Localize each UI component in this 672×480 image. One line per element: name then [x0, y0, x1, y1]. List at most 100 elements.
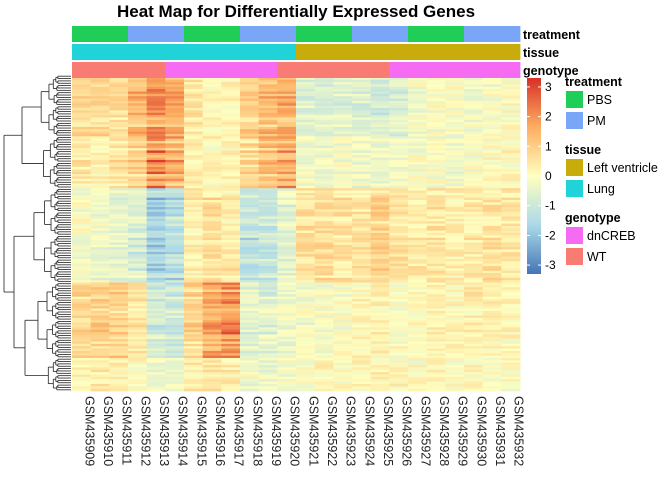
- heatmap-cell: [352, 299, 372, 302]
- heatmap-cell: [408, 334, 428, 338]
- heatmap-cell: [370, 157, 390, 161]
- heatmap-cell: [128, 313, 148, 316]
- heatmap-cell: [240, 129, 260, 132]
- heatmap-cell: [128, 115, 148, 118]
- heatmap-cell: [352, 93, 372, 97]
- heatmap-cell: [370, 230, 390, 234]
- heatmap-cell: [258, 183, 278, 187]
- heatmap-cell: [72, 185, 92, 189]
- heatmap-cell: [501, 164, 521, 168]
- heatmap-cell: [128, 209, 148, 213]
- heatmap-cell: [258, 159, 278, 163]
- heatmap-cell: [370, 284, 390, 288]
- heatmap-cell: [482, 360, 502, 364]
- heatmap-cell: [501, 86, 521, 90]
- heatmap-cell: [202, 216, 222, 220]
- heatmap-cell: [445, 261, 465, 265]
- heatmap-cell: [258, 287, 278, 290]
- heatmap-cell: [482, 322, 502, 326]
- heatmap-cell: [258, 237, 278, 241]
- heatmap-cell: [221, 360, 241, 364]
- heatmap-cell: [258, 143, 278, 147]
- heatmap-cell: [165, 237, 185, 241]
- heatmap-cell: [482, 166, 502, 170]
- heatmap-cell: [277, 188, 297, 191]
- heatmap-cell: [258, 211, 278, 215]
- heatmap-cell: [370, 141, 390, 144]
- heatmap-cell: [202, 251, 222, 255]
- heatmap-cell: [482, 126, 502, 130]
- heatmap-cell: [202, 256, 222, 260]
- heatmap-cell: [314, 334, 334, 338]
- heatmap-cell: [221, 284, 241, 288]
- heatmap-cell: [464, 228, 484, 232]
- heatmap-cell: [240, 169, 260, 173]
- heatmap-cell: [426, 131, 446, 135]
- heatmap-cell: [128, 105, 148, 109]
- heatmap-cell: [240, 270, 260, 274]
- heatmap-cell: [202, 79, 222, 83]
- heatmap-cell: [90, 273, 110, 276]
- heatmap-cell: [240, 317, 260, 321]
- heatmap-cell: [128, 327, 148, 331]
- heatmap-cell: [128, 237, 148, 241]
- heatmap-cell: [184, 190, 204, 194]
- heatmap-cell: [333, 313, 353, 316]
- heatmap-cell: [370, 296, 390, 300]
- heatmap-cell: [333, 214, 353, 217]
- heatmap-cell: [240, 289, 260, 293]
- heatmap-cell: [240, 195, 260, 199]
- heatmap-cell: [389, 341, 409, 345]
- heatmap-cell: [165, 376, 185, 380]
- color-scale-tick-label: -3: [545, 258, 556, 272]
- heatmap-cell: [426, 148, 446, 151]
- heatmap-cell: [370, 386, 390, 390]
- heatmap-cell: [109, 207, 129, 210]
- heatmap-cell: [370, 350, 390, 354]
- heatmap-cell: [464, 174, 484, 177]
- heatmap-cell: [221, 261, 241, 265]
- heatmap-cell: [408, 108, 428, 111]
- annotation-cell-genotype: [221, 62, 241, 78]
- heatmap-cell: [221, 129, 241, 132]
- heatmap-cell: [128, 150, 148, 154]
- heatmap-cell: [482, 164, 502, 168]
- heatmap-cell: [389, 365, 409, 368]
- heatmap-cell: [501, 353, 521, 357]
- heatmap-cell: [221, 82, 241, 85]
- heatmap-cell: [426, 277, 446, 281]
- legend-title-tissue: tissue: [565, 143, 601, 157]
- heatmap-cell: [90, 129, 110, 132]
- heatmap-cell: [240, 275, 260, 279]
- heatmap-cell: [501, 291, 521, 295]
- heatmap-cell: [277, 192, 297, 196]
- heatmap-cell: [501, 174, 521, 177]
- heatmap-cell: [370, 148, 390, 151]
- heatmap-cell: [389, 317, 409, 321]
- heatmap-cell: [277, 374, 297, 378]
- heatmap-cell: [464, 138, 484, 142]
- heatmap-cell: [258, 124, 278, 128]
- heatmap-cell: [240, 388, 260, 392]
- heatmap-cell: [464, 268, 484, 272]
- heatmap-cell: [184, 176, 204, 180]
- heatmap-cell: [426, 282, 446, 286]
- heatmap-cell: [314, 108, 334, 111]
- heatmap-cell: [109, 225, 129, 229]
- heatmap-cell: [389, 308, 409, 312]
- heatmap-cell: [426, 155, 446, 158]
- heatmap-cell: [90, 103, 110, 107]
- heatmap-cell: [72, 195, 92, 199]
- heatmap-cell: [146, 365, 166, 368]
- heatmap-cell: [277, 275, 297, 279]
- heatmap-cell: [352, 303, 372, 307]
- heatmap-cell: [501, 115, 521, 118]
- heatmap-cell: [426, 237, 446, 241]
- heatmap-cell: [258, 334, 278, 338]
- heatmap-cell: [501, 256, 521, 260]
- heatmap-cell: [314, 171, 334, 175]
- heatmap-cell: [501, 301, 521, 305]
- heatmap-cell: [128, 322, 148, 326]
- heatmap-cell: [128, 320, 148, 324]
